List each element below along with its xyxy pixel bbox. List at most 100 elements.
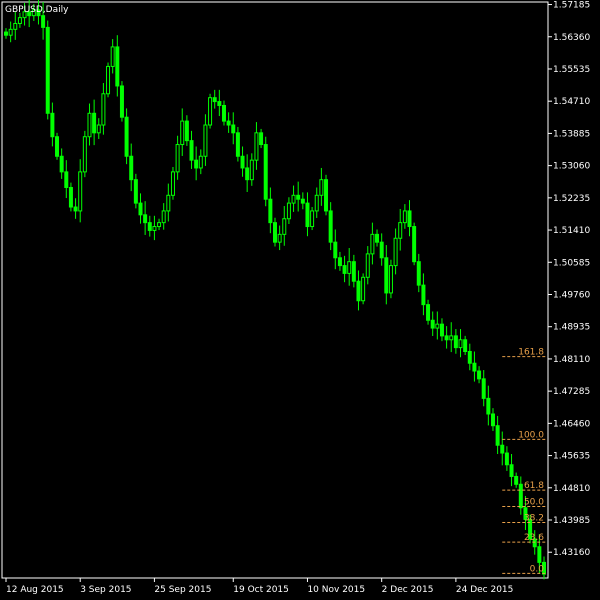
candle: [388, 259, 393, 299]
candle-body: [161, 210, 166, 224]
candle: [64, 160, 69, 199]
candle: [41, 2, 46, 40]
candle-body: [319, 179, 324, 196]
candle: [240, 146, 245, 177]
candle-body: [421, 284, 426, 306]
candle-body: [138, 202, 143, 216]
candle-body: [495, 425, 500, 446]
candle: [314, 187, 319, 218]
candle-body: [365, 253, 370, 278]
candle-body: [514, 475, 519, 485]
candle-body: [375, 233, 380, 243]
fib-label: 38.2: [524, 514, 544, 524]
candle: [147, 215, 152, 237]
candle: [96, 118, 101, 139]
candle-body: [245, 167, 250, 181]
candle-body: [166, 194, 171, 212]
candle-body: [509, 464, 514, 477]
candle: [398, 208, 403, 251]
y-tick-label: 1.53060: [553, 162, 590, 172]
candle: [59, 148, 64, 179]
candle-body: [8, 28, 13, 36]
candle-body: [361, 276, 366, 302]
candle-body: [45, 26, 50, 114]
candle-body: [50, 112, 55, 138]
candle: [254, 122, 259, 170]
fib-label: 23.6: [524, 533, 544, 543]
candle-body: [504, 452, 509, 466]
candle: [68, 182, 73, 212]
candle: [73, 198, 78, 219]
candle: [203, 114, 208, 166]
candle: [528, 514, 533, 544]
candle-body: [528, 518, 533, 540]
candle-body: [370, 233, 375, 255]
candle: [328, 202, 333, 251]
candle: [157, 218, 162, 231]
candle-body: [435, 323, 440, 329]
candle-body: [78, 171, 83, 212]
candle: [356, 270, 361, 311]
candle-body: [124, 116, 129, 157]
y-tick-label: 1.49760: [553, 290, 590, 300]
candle: [22, 2, 27, 26]
candle-body: [356, 280, 361, 302]
candle: [495, 415, 500, 455]
candle: [416, 253, 421, 293]
x-tick-label: 19 Oct 2015: [233, 585, 289, 595]
candle-body: [96, 124, 101, 134]
candle: [542, 556, 546, 580]
candle: [537, 534, 542, 574]
candle-body: [416, 261, 421, 286]
y-tick-label: 1.47285: [553, 387, 590, 397]
chart-title: GBPUSD,Daily: [5, 5, 69, 15]
candle-body: [254, 132, 259, 161]
candle-body: [490, 413, 495, 427]
candle: [82, 130, 87, 178]
candle: [152, 215, 157, 241]
fib-label: 50.0: [524, 498, 544, 508]
candle: [481, 370, 486, 407]
candle: [13, 11, 18, 40]
candle-body: [277, 233, 282, 243]
candle: [449, 322, 454, 353]
candle: [101, 83, 106, 135]
candle: [296, 181, 301, 212]
candle-body: [305, 202, 310, 228]
candle: [27, 0, 32, 28]
candle-body: [119, 85, 124, 118]
y-tick-label: 1.43160: [553, 548, 590, 558]
y-tick-label: 1.56360: [553, 33, 590, 43]
candle-body: [518, 483, 523, 509]
candle: [170, 166, 175, 200]
candle-body: [500, 444, 505, 454]
candle-body: [388, 265, 393, 294]
y-tick-label: 1.53885: [553, 129, 590, 139]
candle-body: [337, 257, 342, 267]
candle: [472, 351, 477, 382]
candle: [273, 217, 277, 247]
candle: [110, 39, 115, 74]
x-tick-label: 3 Sep 2015: [80, 585, 131, 595]
candle-body: [106, 65, 111, 95]
x-tick-label: 24 Dec 2015: [456, 585, 513, 595]
candle: [282, 206, 287, 246]
candle-body: [449, 335, 454, 341]
candle: [407, 200, 412, 237]
candle: [263, 136, 268, 207]
candle-body: [175, 144, 180, 173]
x-tick-label: 12 Aug 2015: [6, 585, 64, 595]
candle: [115, 35, 120, 97]
candle-body: [310, 210, 315, 228]
candle-body: [263, 144, 268, 200]
candle: [444, 326, 449, 349]
candle-body: [472, 362, 477, 372]
candle-body: [208, 97, 213, 126]
candle: [221, 100, 226, 126]
candle-body: [426, 304, 431, 321]
y-tick-label: 1.50585: [553, 258, 590, 268]
candle: [87, 103, 92, 146]
candle: [342, 255, 347, 283]
candle-body: [333, 241, 338, 259]
